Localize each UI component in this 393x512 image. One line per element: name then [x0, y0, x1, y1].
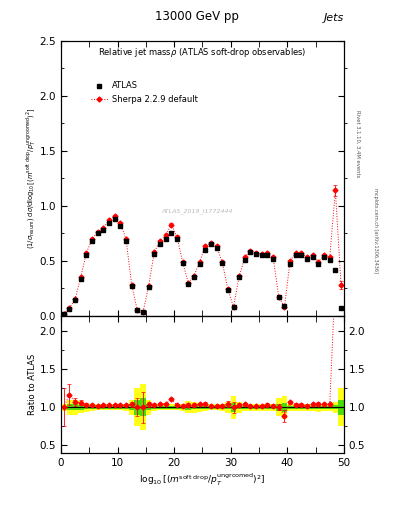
Text: ATLAS_2019_I1772444: ATLAS_2019_I1772444: [161, 208, 233, 214]
Legend: ATLAS, Sherpa 2.2.9 default: ATLAS, Sherpa 2.2.9 default: [88, 78, 201, 107]
Text: Relative jet mass$\rho$ (ATLAS soft-drop observables): Relative jet mass$\rho$ (ATLAS soft-drop…: [98, 47, 307, 59]
Y-axis label: $(1/\sigma_\mathrm{resum})\ \mathrm{d}\sigma/\mathrm{d}\log_{10}[(m^{\mathrm{sof: $(1/\sigma_\mathrm{resum})\ \mathrm{d}\s…: [24, 108, 38, 249]
Text: mcplots.cern.ch [arXiv:1306.3436]: mcplots.cern.ch [arXiv:1306.3436]: [373, 188, 378, 273]
Text: 13000 GeV pp: 13000 GeV pp: [154, 10, 239, 23]
X-axis label: $\log_{10}[(m^{\mathrm{soft\ drop}}/p_T^{\mathrm{ungroomed}})^2]$: $\log_{10}[(m^{\mathrm{soft\ drop}}/p_T^…: [139, 472, 266, 488]
Text: Rivet 3.1.10, 3.4M events: Rivet 3.1.10, 3.4M events: [355, 110, 360, 177]
Text: Jets: Jets: [323, 13, 344, 23]
Y-axis label: Ratio to ATLAS: Ratio to ATLAS: [28, 354, 37, 415]
